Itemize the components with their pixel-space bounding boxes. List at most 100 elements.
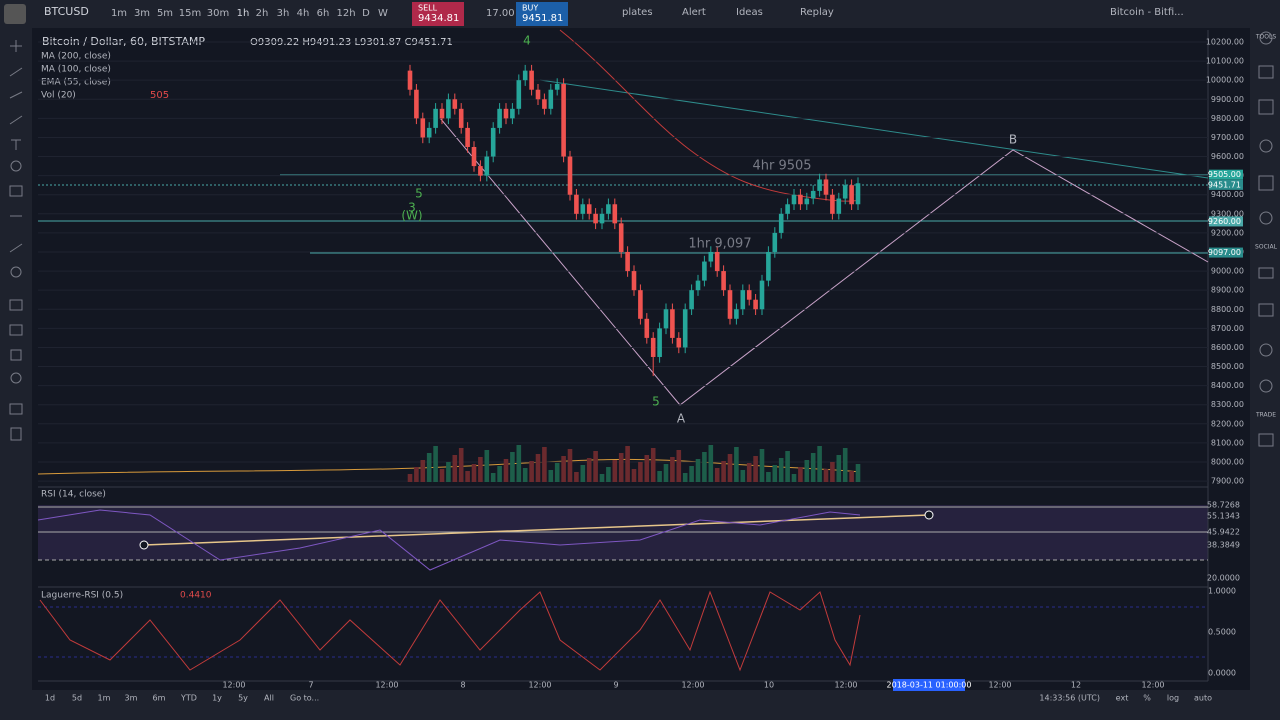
range-button[interactable]: 1y — [212, 694, 222, 703]
wave-label: 5 — [652, 395, 660, 409]
volume-bar — [842, 448, 848, 482]
candle-body — [740, 290, 746, 310]
range-button[interactable]: 5d — [72, 694, 82, 703]
range-button[interactable]: 1d — [45, 694, 55, 703]
time-tick: 12:00 — [1141, 681, 1164, 690]
range-button[interactable]: 1m — [98, 694, 111, 703]
candle-body — [542, 99, 547, 109]
volume-bar — [650, 448, 656, 482]
interval[interactable]: 12h — [336, 8, 355, 19]
candle-body — [670, 309, 675, 338]
price-tick-label: 8600.00 — [1211, 343, 1244, 352]
social-label[interactable]: SOCIAL — [1255, 244, 1278, 251]
buy-button[interactable] — [516, 2, 568, 26]
interval[interactable]: 1m — [111, 8, 127, 19]
laguerre-tick: 1.0000 — [1208, 587, 1236, 596]
scale-option[interactable]: log — [1167, 694, 1179, 703]
rsi-tick: 20.0000 — [1207, 574, 1240, 583]
range-button[interactable]: All — [264, 694, 274, 703]
candle-body — [842, 185, 848, 199]
volume-bar — [548, 470, 554, 482]
volume-bar — [433, 446, 438, 482]
volume-bar — [746, 463, 752, 482]
price-tick-label: 8300.00 — [1211, 400, 1244, 409]
toolbar-item[interactable]: Alert — [682, 7, 706, 18]
interval[interactable]: 30m — [207, 8, 229, 19]
candle-body — [650, 337, 656, 357]
interval[interactable]: 2h — [256, 8, 269, 19]
time-tick: 12:00 — [834, 681, 857, 690]
time-tick: 12:00 — [375, 681, 398, 690]
interval[interactable]: W — [378, 8, 388, 19]
indicator-label: MA (200, close) — [41, 52, 111, 62]
logo — [4, 4, 26, 24]
candle-body — [471, 146, 477, 167]
candle-body — [567, 156, 573, 195]
sell-price[interactable]: 9434.81 — [418, 13, 459, 24]
interval[interactable]: D — [362, 8, 370, 19]
range-button[interactable]: YTD — [180, 694, 197, 703]
watchlist-title[interactable]: Bitcoin - Bitfi... — [1110, 7, 1184, 18]
right-sidebar — [1250, 28, 1280, 720]
rsi-tick: 38.3849 — [1207, 541, 1240, 550]
goto[interactable]: Go to... — [290, 694, 319, 703]
rsi-label: RSI (14, close) — [41, 490, 106, 500]
interval[interactable]: 4h — [297, 8, 310, 19]
range-button[interactable]: 5y — [238, 694, 248, 703]
rsi-tick: 45.9422 — [1207, 528, 1240, 537]
interval[interactable]: 3m — [134, 8, 150, 19]
price-tick-label: 9000.00 — [1211, 267, 1244, 276]
sell-label[interactable]: SELL — [418, 4, 438, 13]
range-button[interactable]: 3m — [125, 694, 138, 703]
scale-option[interactable]: % — [1143, 694, 1151, 703]
tools-label[interactable]: TOOLS — [1255, 34, 1276, 41]
candle-body — [510, 108, 515, 119]
sell-button[interactable] — [412, 2, 464, 26]
volume-bar — [439, 469, 445, 482]
range-button[interactable]: 6m — [153, 694, 166, 703]
price-badge-label: 9505.00 — [1208, 170, 1241, 179]
wave-label: A — [677, 412, 686, 426]
volume-bar — [836, 455, 842, 482]
laguerre-tick: 0.5000 — [1208, 628, 1236, 637]
ma-line — [559, 29, 861, 202]
trade-label[interactable]: TRADE — [1255, 412, 1276, 419]
volume-bar — [721, 461, 726, 482]
wave-label: 4 — [523, 34, 531, 48]
buy-price[interactable]: 9451.81 — [522, 13, 563, 24]
volume-bar — [612, 460, 618, 482]
interval[interactable]: 3h — [277, 8, 290, 19]
scale-option[interactable]: ext — [1116, 694, 1129, 703]
candle-body — [433, 108, 438, 128]
candle-body — [606, 204, 611, 214]
time-tick: 2018-03-11 01:00:00 — [887, 681, 972, 690]
interval[interactable]: 1h — [237, 8, 250, 19]
volume-bar — [830, 462, 835, 482]
price-tick-label: 7900.00 — [1211, 477, 1244, 486]
rsi-tick: 58.7268 — [1207, 501, 1240, 510]
volume-bar — [689, 466, 694, 482]
toolbar-item[interactable]: Replay — [800, 7, 834, 18]
handle[interactable] — [139, 540, 149, 550]
interval[interactable]: 6h — [317, 8, 330, 19]
scale-option[interactable]: auto — [1194, 694, 1212, 703]
toolbar-item[interactable]: plates — [622, 7, 653, 18]
interval[interactable]: 15m — [179, 8, 201, 19]
volume-bar — [446, 462, 451, 482]
price-tick-label: 9900.00 — [1211, 95, 1244, 104]
handle[interactable] — [924, 510, 934, 520]
interval[interactable]: 5m — [157, 8, 173, 19]
clock: 14:33:56 (UTC) — [1039, 694, 1100, 703]
candle-body — [708, 251, 714, 262]
price-tick-label: 10200.00 — [1206, 38, 1244, 47]
time-tick: 8 — [460, 681, 465, 690]
candle-body — [798, 194, 803, 205]
buy-label[interactable]: BUY — [522, 4, 538, 13]
toolbar-item[interactable]: Ideas — [736, 7, 763, 18]
candle-body — [810, 190, 816, 199]
candle-body — [452, 99, 458, 109]
price-tick-label: 9400.00 — [1211, 190, 1244, 199]
symbol[interactable]: BTCUSD — [44, 5, 89, 18]
price-tick-label: 8200.00 — [1211, 419, 1244, 428]
